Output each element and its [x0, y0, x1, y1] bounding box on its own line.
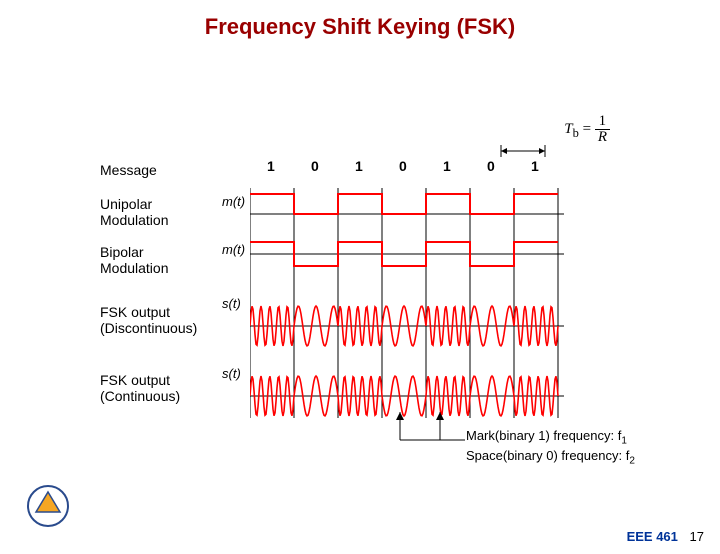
page-number: 17: [690, 529, 704, 544]
func-fsk-disc: s(t): [222, 296, 241, 311]
label-fsk-disc: FSK output (Discontinuous): [100, 304, 197, 336]
tb-bracket: [493, 142, 553, 162]
label-message: Message: [100, 162, 157, 178]
footer: EEE 461 17: [627, 529, 704, 544]
legend-text: Mark(binary 1) frequency: f1 Space(binar…: [466, 428, 635, 467]
label-unipolar: Unipolar Modulation: [100, 196, 169, 228]
label-fsk-cont: FSK output (Continuous): [100, 372, 180, 404]
legend-arrows: [380, 412, 480, 452]
label-bipolar: Bipolar Modulation: [100, 244, 169, 276]
func-bipolar: m(t): [222, 242, 245, 257]
tb-equation: Tb = 1R: [564, 114, 610, 145]
func-unipolar: m(t): [222, 194, 245, 209]
course-code: EEE 461: [627, 529, 678, 544]
func-fsk-cont: s(t): [222, 366, 241, 381]
waveform-svg: [250, 164, 590, 424]
institution-logo: [26, 484, 70, 528]
page-title: Frequency Shift Keying (FSK): [0, 14, 720, 40]
